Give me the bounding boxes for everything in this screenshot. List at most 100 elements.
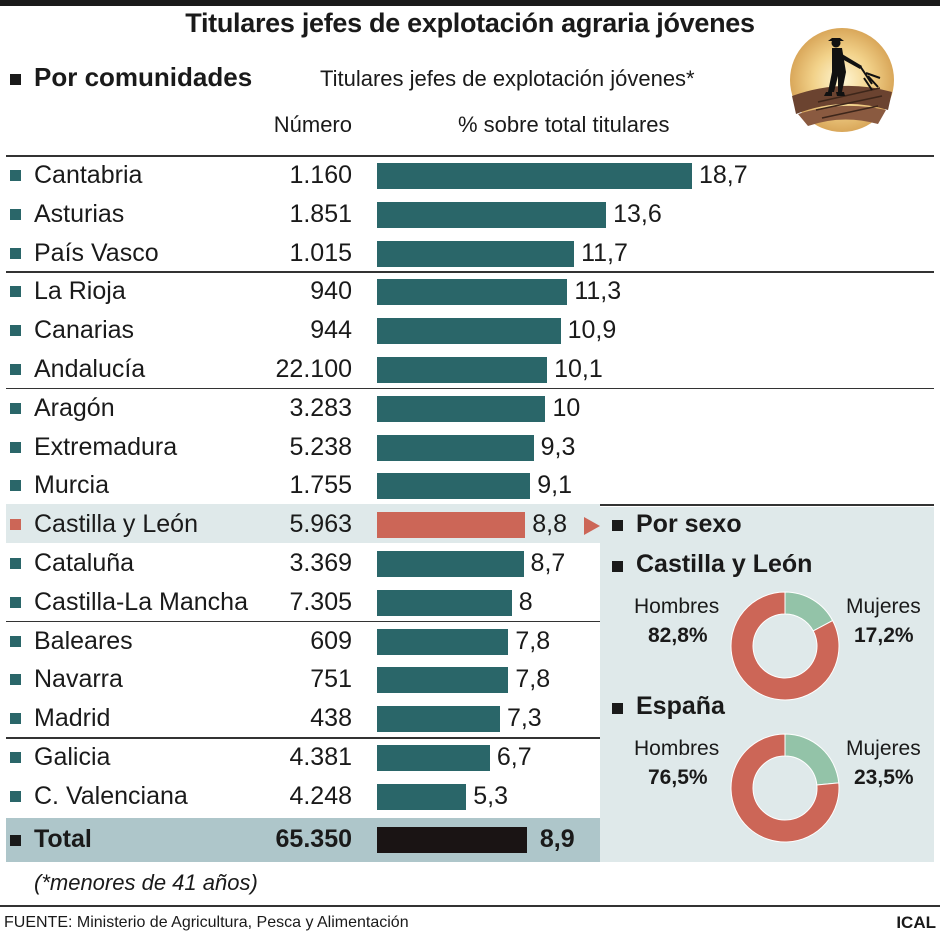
bar bbox=[377, 473, 531, 500]
region-square-icon bbox=[10, 364, 21, 375]
arrow-pointer-icon bbox=[584, 517, 600, 535]
bar bbox=[377, 163, 692, 189]
bar-value-label: 8,8 bbox=[532, 510, 567, 539]
donut-region-title: Castilla y León bbox=[636, 550, 813, 578]
bar-value-label: 7,3 bbox=[506, 704, 542, 733]
bar-value-label: 8,7 bbox=[530, 549, 566, 577]
donut-region-title: España bbox=[636, 692, 725, 720]
women-percent: 23,5% bbox=[854, 766, 914, 789]
region-square-icon bbox=[10, 286, 21, 298]
region-square-icon bbox=[10, 480, 21, 492]
region-label: Galicia bbox=[34, 743, 111, 771]
main-title: Titulares jefes de explotación agraria j… bbox=[185, 8, 755, 38]
region-label: C. Valenciana bbox=[34, 781, 188, 810]
region-square-icon bbox=[10, 441, 21, 453]
region-label: Extremadura bbox=[34, 432, 178, 461]
region-number: 1.851 bbox=[289, 199, 352, 228]
region-square-icon bbox=[10, 247, 21, 259]
region-square-icon bbox=[10, 208, 21, 220]
region-label: Murcia bbox=[34, 471, 110, 500]
bar-value-label: 7,8 bbox=[515, 665, 551, 694]
region-square-icon bbox=[10, 325, 21, 337]
region-number: 1.160 bbox=[289, 161, 352, 189]
farmer-icon bbox=[790, 28, 894, 132]
bar bbox=[377, 318, 561, 345]
bar-value-label: 5,3 bbox=[473, 781, 509, 810]
source-text: FUENTE: Ministerio de Agricultura, Pesca… bbox=[4, 914, 409, 931]
region-square-icon bbox=[10, 596, 21, 608]
region-number: 609 bbox=[310, 626, 352, 655]
region-label: Andalucía bbox=[34, 355, 146, 383]
bar bbox=[377, 667, 509, 694]
region-number: 4.248 bbox=[289, 781, 352, 810]
bar bbox=[377, 589, 512, 616]
section-square-icon bbox=[10, 74, 21, 85]
bar-value-label: 6,7 bbox=[496, 743, 532, 771]
region-label: Castilla y León bbox=[34, 510, 198, 539]
bar bbox=[377, 279, 568, 306]
row-group-divider bbox=[6, 271, 934, 273]
row-group-divider bbox=[6, 387, 934, 390]
region-number: 1.755 bbox=[289, 471, 352, 500]
region-label: Cantabria bbox=[34, 161, 143, 189]
women-slice bbox=[784, 733, 840, 786]
sex-panel-title: Por sexo bbox=[636, 510, 742, 538]
section-title: Por comunidades bbox=[34, 62, 253, 92]
region-number: 5.963 bbox=[289, 510, 352, 539]
total-value-label: 8,9 bbox=[539, 825, 575, 853]
region-square-icon bbox=[10, 558, 21, 569]
bar bbox=[377, 551, 524, 577]
row-group-divider bbox=[6, 620, 934, 623]
men-slice bbox=[730, 591, 840, 701]
bar-value-label: 10 bbox=[552, 393, 581, 422]
bar bbox=[377, 628, 509, 655]
bar-value-label: 10,9 bbox=[567, 316, 617, 345]
total-label: Total bbox=[34, 825, 92, 853]
bar-value-label: 7,8 bbox=[515, 626, 551, 655]
region-square-icon bbox=[10, 402, 21, 414]
bar bbox=[377, 745, 490, 771]
region-number: 4.381 bbox=[289, 743, 352, 771]
bar-value-label: 18,7 bbox=[699, 161, 748, 189]
bar-value-label: 11,7 bbox=[581, 238, 628, 267]
bar-value-label: 8 bbox=[518, 587, 533, 616]
region-number: 3.369 bbox=[289, 549, 352, 577]
region-number: 940 bbox=[310, 277, 352, 306]
region-square-icon bbox=[10, 790, 21, 802]
region-number: 7.305 bbox=[289, 587, 352, 616]
donut-chart bbox=[730, 591, 840, 701]
region-square-icon bbox=[10, 519, 21, 531]
bar bbox=[377, 395, 546, 422]
bar-value-label: 9,1 bbox=[537, 471, 573, 500]
women-label: Mujeres bbox=[846, 737, 921, 760]
column-header-percent: % sobre total titulares bbox=[458, 112, 670, 137]
donut-chart bbox=[730, 733, 840, 843]
bottom-rule bbox=[0, 905, 940, 907]
region-square-icon bbox=[10, 635, 21, 647]
men-percent: 76,5% bbox=[648, 766, 708, 789]
region-label: Aragón bbox=[34, 393, 115, 422]
bar bbox=[377, 240, 575, 267]
bar bbox=[377, 357, 548, 383]
women-percent: 17,2% bbox=[854, 624, 914, 647]
bar bbox=[377, 434, 534, 461]
bar-value-label: 10,1 bbox=[554, 355, 603, 383]
region-square-icon bbox=[10, 752, 21, 763]
region-square-icon bbox=[10, 170, 21, 181]
men-label: Hombres bbox=[634, 737, 720, 760]
bar bbox=[377, 512, 526, 539]
chart-heading: Titulares jefes de explotación jóvenes* bbox=[320, 66, 695, 91]
total-number: 65.350 bbox=[275, 825, 352, 853]
footnote: (*menores de 41 años) bbox=[34, 870, 258, 895]
bar-value-label: 13,6 bbox=[613, 199, 662, 228]
column-header-number: Número bbox=[273, 112, 352, 137]
region-label: Canarias bbox=[34, 316, 135, 345]
men-percent: 82,8% bbox=[648, 624, 708, 647]
row-group-divider bbox=[6, 155, 934, 157]
bar bbox=[377, 783, 467, 810]
women-label: Mujeres bbox=[846, 595, 921, 618]
bar bbox=[377, 706, 500, 733]
region-number: 1.015 bbox=[289, 238, 352, 267]
region-label: La Rioja bbox=[34, 277, 126, 306]
